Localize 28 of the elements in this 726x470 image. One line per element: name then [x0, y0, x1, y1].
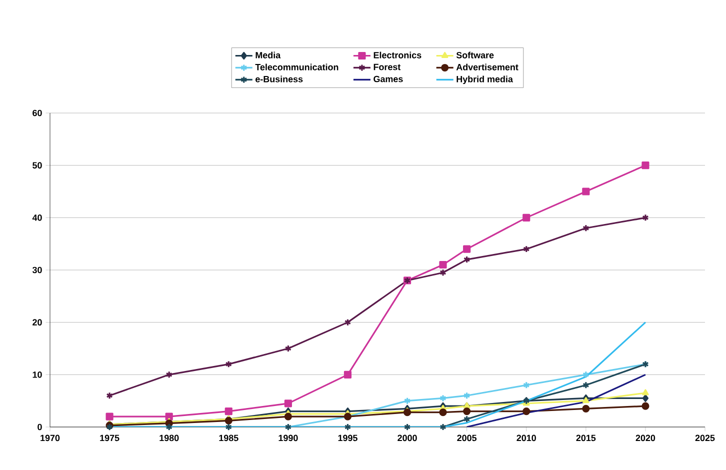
x-tick-label: 1980 [160, 434, 179, 442]
y-tick-label: 10 [32, 371, 42, 378]
y-tick-label: 50 [32, 162, 42, 169]
y-tick-label: 0 [38, 424, 42, 430]
legend-label: Electronics [374, 52, 422, 58]
legend-label: Media [256, 52, 281, 58]
legend-label: Hybrid media [456, 76, 513, 84]
legend-label: Telecommunication [255, 64, 338, 70]
x-tick-label: 1975 [100, 434, 120, 442]
legend-label: Games [374, 76, 403, 82]
x-tick-label: 2000 [398, 434, 417, 442]
x-tick-label: 1970 [40, 434, 60, 442]
x-tick-label: 2015 [576, 434, 596, 442]
x-tick-label: 1990 [278, 434, 298, 442]
legend-label: Software [456, 52, 494, 58]
x-tick-label: 2005 [457, 434, 477, 442]
x-tick-label: 2020 [636, 434, 656, 442]
legend-label: Forest [374, 64, 401, 70]
x-tick-label: 2025 [695, 434, 715, 442]
legend-label: Advertisement [456, 64, 518, 70]
x-tick-label: 1985 [219, 434, 238, 442]
y-tick-label: 20 [32, 319, 42, 326]
y-tick-label: 60 [32, 110, 42, 116]
y-tick-label: 30 [32, 266, 42, 274]
legend-label: e-Business [256, 76, 303, 82]
y-tick-label: 40 [32, 214, 42, 221]
x-tick-label: 2010 [516, 434, 536, 442]
x-tick-label: 1995 [338, 434, 358, 442]
